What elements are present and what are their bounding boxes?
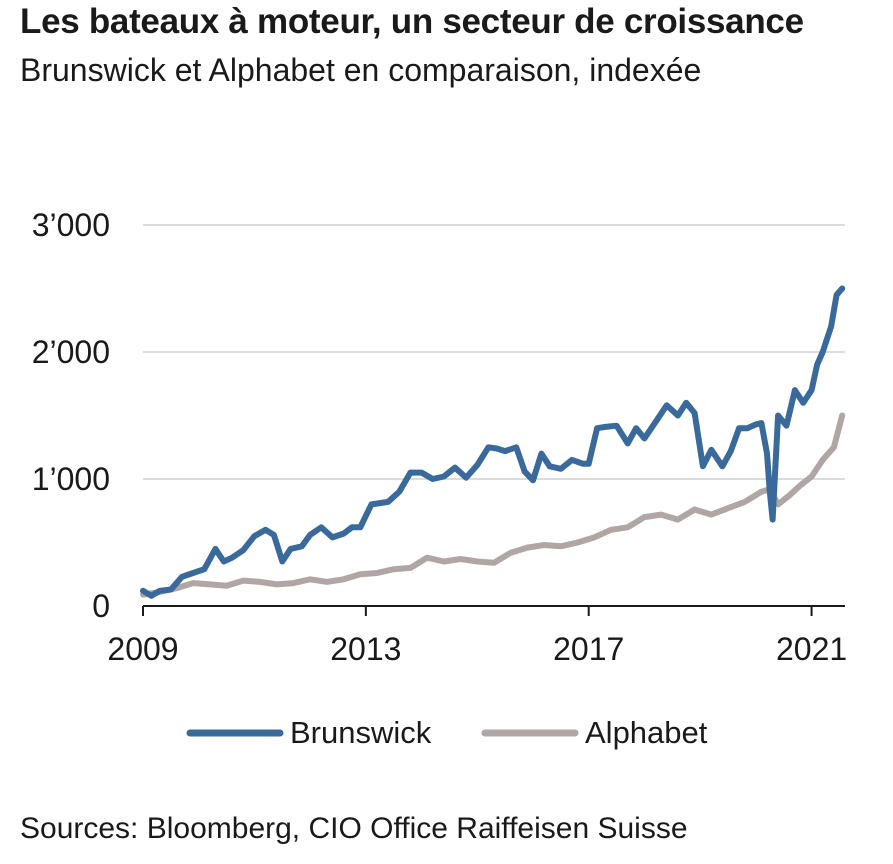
legend-label-brunswick: Brunswick bbox=[290, 715, 432, 750]
x-tick-label: 2021 bbox=[776, 631, 847, 667]
series-lines bbox=[140, 285, 846, 599]
line-chart: 0 1’000 2’000 3’000 2009 2013 2017 2021 Brunswi… bbox=[32, 207, 847, 750]
y-tick-label: 2’000 bbox=[32, 334, 110, 370]
chart-subtitle: Brunswick et Alphabet en comparaison, in… bbox=[20, 52, 702, 88]
y-tick-label: 1’000 bbox=[32, 461, 110, 497]
x-tick-label: 2013 bbox=[330, 631, 401, 667]
gridlines bbox=[143, 224, 845, 480]
x-tick-label: 2009 bbox=[107, 631, 178, 667]
chart-title: Les bateaux à moteur, un secteur de croi… bbox=[20, 2, 804, 41]
y-tick-label: 0 bbox=[92, 588, 110, 624]
legend: Brunswick Alphabet bbox=[186, 715, 708, 750]
y-tick-label: 3’000 bbox=[32, 207, 110, 243]
series-line-alphabet bbox=[140, 412, 846, 598]
legend-label-alphabet: Alphabet bbox=[585, 715, 708, 750]
series-line-brunswick bbox=[140, 285, 846, 599]
source-note: Sources: Bloomberg, CIO Office Raiffeise… bbox=[20, 812, 688, 845]
axes: 0 1’000 2’000 3’000 2009 2013 2017 2021 bbox=[32, 207, 847, 667]
x-tick-label: 2017 bbox=[553, 631, 624, 667]
